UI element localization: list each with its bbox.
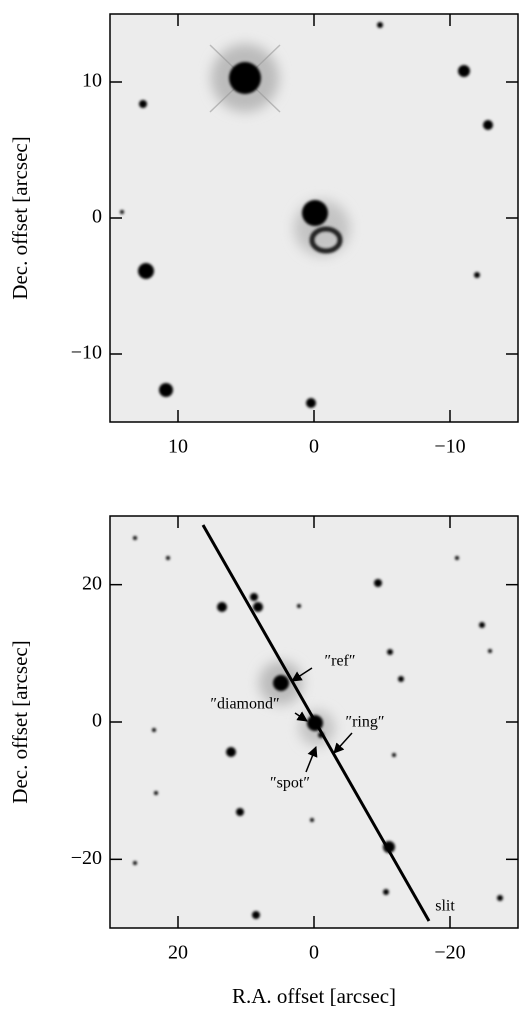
y-tick-label: 0 xyxy=(92,710,102,732)
top-image xyxy=(110,14,518,422)
arrows xyxy=(291,667,353,773)
y-tick-label: 20 xyxy=(82,572,102,594)
y-tick-label: −10 xyxy=(71,342,102,364)
annotation: slit xyxy=(435,898,455,915)
y-tick-label: 10 xyxy=(82,70,102,92)
x-tick-label: −20 xyxy=(434,942,465,964)
x-tick-label: 10 xyxy=(168,436,188,458)
x-tick-label: 0 xyxy=(309,942,319,964)
annotation: ″ring″ xyxy=(345,714,384,731)
y-tick-label: −20 xyxy=(71,847,102,869)
annotation: ″spot″ xyxy=(270,775,310,792)
y-tick-label: 0 xyxy=(92,206,102,228)
annotation: ″diamond″ xyxy=(210,696,279,713)
x-tick-label: 0 xyxy=(309,436,319,458)
x-tick-label: −10 xyxy=(434,436,465,458)
x-tick-label: 20 xyxy=(168,942,188,964)
x-axis-label: R.A. offset [arcsec] xyxy=(232,984,396,1008)
y-axis-label: Dec. offset [arcsec] xyxy=(8,136,32,299)
annotation: ″ref″ xyxy=(324,653,355,670)
y-axis-label: Dec. offset [arcsec] xyxy=(8,640,32,803)
bottom-image xyxy=(110,516,518,928)
slit-line xyxy=(201,524,431,922)
